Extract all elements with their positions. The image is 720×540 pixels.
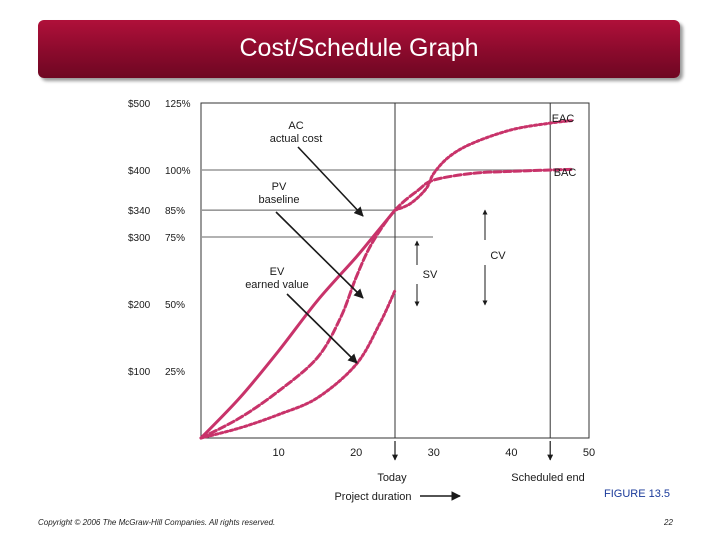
x-tick-20: 20 — [350, 447, 362, 459]
slide-title: Cost/Schedule Graph — [239, 34, 479, 62]
pv-desc-label: baseline — [259, 194, 300, 206]
series-ac-forecast-line — [393, 118, 575, 212]
ac-pointer-arrow — [297, 146, 364, 217]
bac-label: BAC — [554, 167, 577, 179]
series-ac-line — [199, 208, 397, 440]
today-label: Today — [377, 472, 407, 484]
figure-label: FIGURE 13.5 — [604, 488, 671, 500]
y-tick-percent-500: 125% — [165, 99, 191, 110]
x-axis-label: Project duration — [334, 491, 411, 503]
y-tick-percent-300: 75% — [165, 233, 185, 244]
y-tick-percent-100: 25% — [165, 367, 185, 378]
copyright-notice: Copyright © 2006 The McGraw-Hill Compani… — [38, 518, 276, 527]
y-tick-percent-400: 100% — [165, 166, 191, 177]
cv-label: CV — [490, 250, 506, 262]
eac-label: EAC — [552, 113, 575, 125]
ev-label: EV — [270, 266, 285, 278]
ac-desc-label: actual cost — [270, 133, 323, 145]
slide-title-bar: Cost/Schedule Graph — [38, 20, 680, 78]
ac-label: AC — [288, 120, 303, 132]
y-tick-percent-200: 50% — [165, 300, 185, 311]
scheduled-end-label: Scheduled end — [511, 472, 584, 484]
y-tick-dollar-400: $400 — [128, 166, 151, 177]
pv-label: PV — [272, 181, 287, 193]
ev-pointer-arrow — [286, 293, 358, 364]
y-tick-dollar-200: $200 — [128, 300, 151, 311]
series-ev-line — [199, 289, 397, 440]
x-tick-50: 50 — [583, 447, 595, 459]
pv-pointer-arrow — [275, 211, 364, 299]
x-tick-40: 40 — [505, 447, 517, 459]
series-pv-line — [199, 167, 575, 440]
sv-label: SV — [423, 269, 438, 281]
y-tick-dollar-340: $340 — [128, 206, 151, 217]
page-number: 22 — [664, 518, 673, 527]
x-tick-10: 10 — [272, 447, 284, 459]
y-tick-dollar-500: $500 — [128, 99, 151, 110]
x-tick-30: 30 — [428, 447, 440, 459]
y-tick-dollar-300: $300 — [128, 233, 151, 244]
y-tick-percent-340: 85% — [165, 206, 185, 217]
y-tick-dollar-100: $100 — [128, 367, 151, 378]
ev-desc-label: earned value — [245, 279, 309, 291]
